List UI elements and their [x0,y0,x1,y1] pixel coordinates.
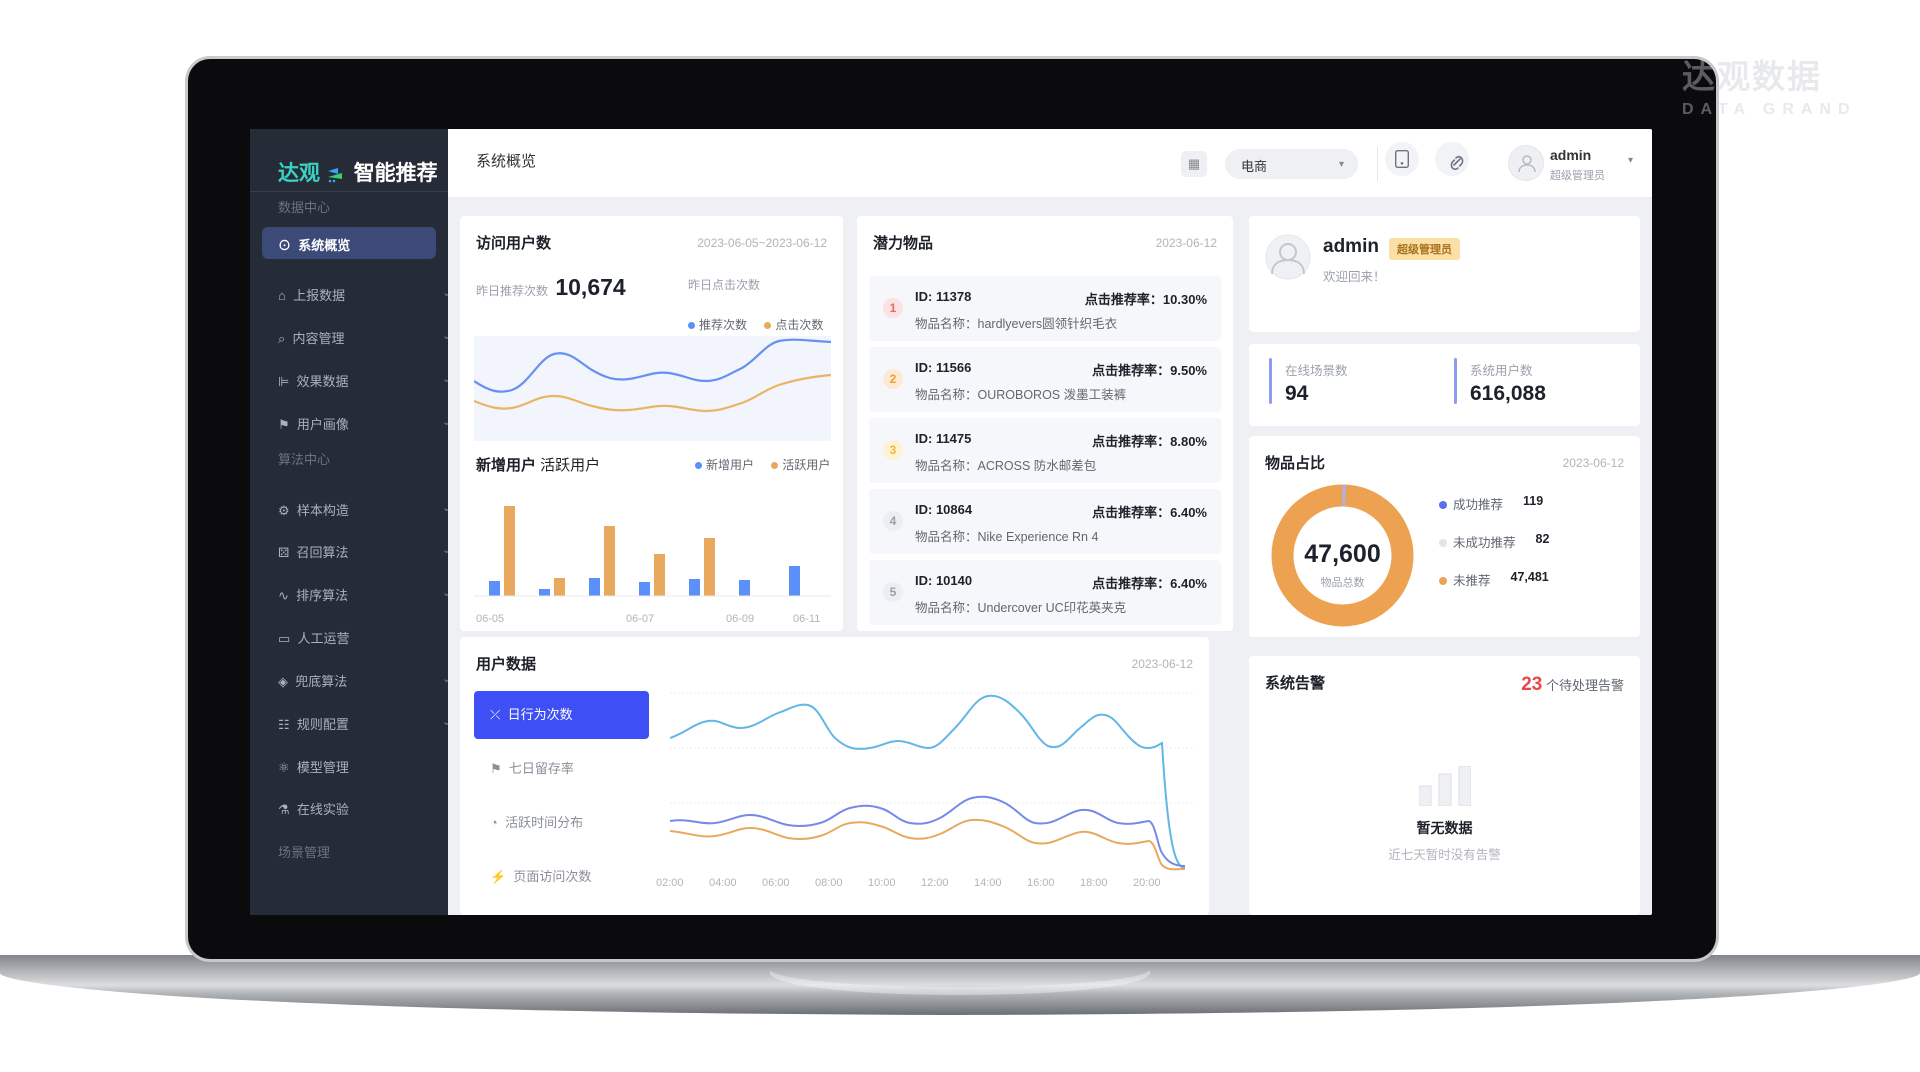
svg-text:物品总数: 物品总数 [1321,575,1365,589]
svg-text:47,600: 47,600 [1304,540,1380,568]
